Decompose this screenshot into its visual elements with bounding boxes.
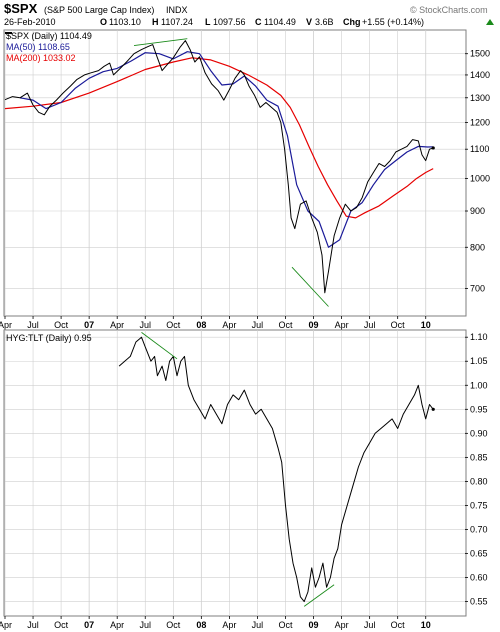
price-ytick-label: 1000 (470, 174, 490, 184)
price-ytick-label: 800 (470, 242, 485, 252)
price-ytick-label: 1100 (470, 144, 489, 154)
price-xtick-label: 07 (84, 320, 94, 330)
price-xtick-label: Oct (54, 320, 69, 330)
low-label: L (205, 17, 211, 27)
ratio-ytick-label: 1.10 (470, 332, 488, 342)
ratio-xtick-label: Apr (222, 620, 236, 630)
legend-ratio-label: HYG:TLT (Daily) 0.95 (6, 333, 92, 343)
price-series-trendline-3 (133, 38, 188, 47)
low-value: 1097.56 (213, 17, 246, 27)
ratio-xtick-label: Oct (166, 620, 181, 630)
ratio-last-point (431, 407, 435, 411)
price-xtick-label: Oct (278, 320, 293, 330)
ratio-xtick-label: Oct (54, 620, 69, 630)
ratio-xtick-label: Jul (252, 620, 264, 630)
price-xtick-label: 10 (421, 320, 431, 330)
ratio-xtick-label: Jul (139, 620, 151, 630)
ratio-ytick-label: 0.95 (470, 404, 488, 414)
chart-date: 26-Feb-2010 (4, 17, 56, 27)
price-xtick-label: Jul (364, 320, 376, 330)
ratio-xtick-label: 08 (196, 620, 206, 630)
chart-exchange: INDX (166, 5, 188, 15)
price-xtick-label: Apr (222, 320, 236, 330)
change-value: +1.55 (+0.14%) (362, 17, 424, 27)
legend-ma200-label: MA(200) 1033.02 (6, 53, 76, 63)
close-label: C (255, 17, 262, 27)
close-value: 1104.49 (264, 17, 296, 27)
ratio-panel-grid (4, 330, 465, 616)
high-label: H (152, 17, 159, 27)
ratio-xtick-label: 09 (309, 620, 319, 630)
ratio-ytick-label: 0.65 (470, 549, 488, 559)
price-ytick-label: 1500 (470, 49, 490, 59)
legend-price-swatch (5, 32, 12, 34)
ratio-ytick-label: 0.75 (470, 500, 488, 510)
ratio-xtick-label: Apr (110, 620, 124, 630)
ratio-ytick-label: 0.80 (470, 476, 488, 486)
price-xtick-label: Jul (27, 320, 39, 330)
price-ytick-label: 1400 (470, 70, 490, 80)
ratio-xtick-label: Jul (364, 620, 376, 630)
volume-label: V (306, 17, 312, 27)
ratio-xtick-label: 10 (421, 620, 431, 630)
price-ytick-label: 1200 (470, 117, 490, 127)
ratio-panel-series (118, 332, 435, 607)
ratio-xtick-label: 07 (84, 620, 94, 630)
price-ytick-label: 1300 (470, 93, 490, 103)
price-xtick-label: 09 (309, 320, 319, 330)
ratio-series-trendline-2 (303, 584, 335, 607)
ratio-ytick-label: 1.00 (470, 380, 488, 390)
ratio-xtick-label: Jul (27, 620, 39, 630)
price-series-ma-50-1 (19, 51, 434, 248)
open-value: 1103.10 (109, 17, 141, 27)
ratio-panel-y-axis: 0.55 0.60 0.65 0.70 0.75 0.80 0.85 0.90 0.95 1.00… (465, 332, 488, 607)
price-xtick-label: Oct (391, 320, 406, 330)
volume-value: 3.6B (315, 17, 334, 27)
open-label: O (100, 17, 107, 27)
up-arrow-icon (486, 19, 494, 25)
ratio-ytick-label: 0.70 (470, 524, 488, 534)
ratio-ytick-label: 0.85 (470, 452, 488, 462)
ratio-xtick-label: Oct (391, 620, 406, 630)
legend-price-label: $SPX (Daily) 1104.49 (6, 31, 92, 41)
ratio-xtick-label: Apr (0, 620, 12, 630)
legend-ma50-label: MA(50) 1108.65 (6, 42, 70, 52)
price-last-point (431, 146, 435, 150)
price-xtick-label: Jul (139, 320, 151, 330)
ratio-series-trendline-1 (141, 332, 178, 360)
change-label: Chg (343, 17, 361, 27)
ratio-xtick-label: Apr (335, 620, 349, 630)
chart-watermark: © StockCharts.com (410, 5, 488, 15)
price-ytick-label: 700 (470, 283, 485, 293)
price-series-ma-200-2 (4, 57, 434, 219)
ratio-ytick-label: 0.55 (470, 597, 488, 607)
price-panel-x-axis: Apr Jul Oct 07 Apr Jul Oct 08 Apr Jul Oct 09 Apr Jul O… (0, 316, 431, 330)
ratio-panel-x-axis: Apr Jul Oct 07 Apr Jul Oct 08 Apr Jul Oct 09 Apr Jul O… (0, 616, 431, 630)
price-panel-y-axis: 700 800 900 1000 1100 1200 1300 1400 1500 (465, 49, 490, 293)
chart-symbol-name: (S&P 500 Large Cap Index) (44, 5, 154, 15)
price-xtick-label: Apr (110, 320, 124, 330)
chart-symbol: $SPX (4, 1, 38, 16)
price-series-spx-0 (4, 40, 434, 294)
ratio-series-hyg-tlt-0 (118, 336, 434, 603)
ratio-ytick-label: 0.60 (470, 573, 488, 583)
price-panel (3, 29, 467, 317)
price-panel-series (4, 38, 435, 307)
ratio-xtick-label: Oct (278, 620, 293, 630)
price-xtick-label: 08 (196, 320, 206, 330)
ratio-ytick-label: 0.90 (470, 428, 488, 438)
price-xtick-label: Oct (166, 320, 181, 330)
high-value: 1107.24 (161, 17, 193, 27)
price-series-trendline-4 (291, 266, 329, 307)
ratio-panel (3, 329, 467, 617)
price-xtick-label: Jul (252, 320, 264, 330)
price-xtick-label: Apr (335, 320, 349, 330)
ratio-ytick-label: 1.05 (470, 356, 488, 366)
price-ytick-label: 900 (470, 206, 485, 216)
price-xtick-label: Apr (0, 320, 12, 330)
